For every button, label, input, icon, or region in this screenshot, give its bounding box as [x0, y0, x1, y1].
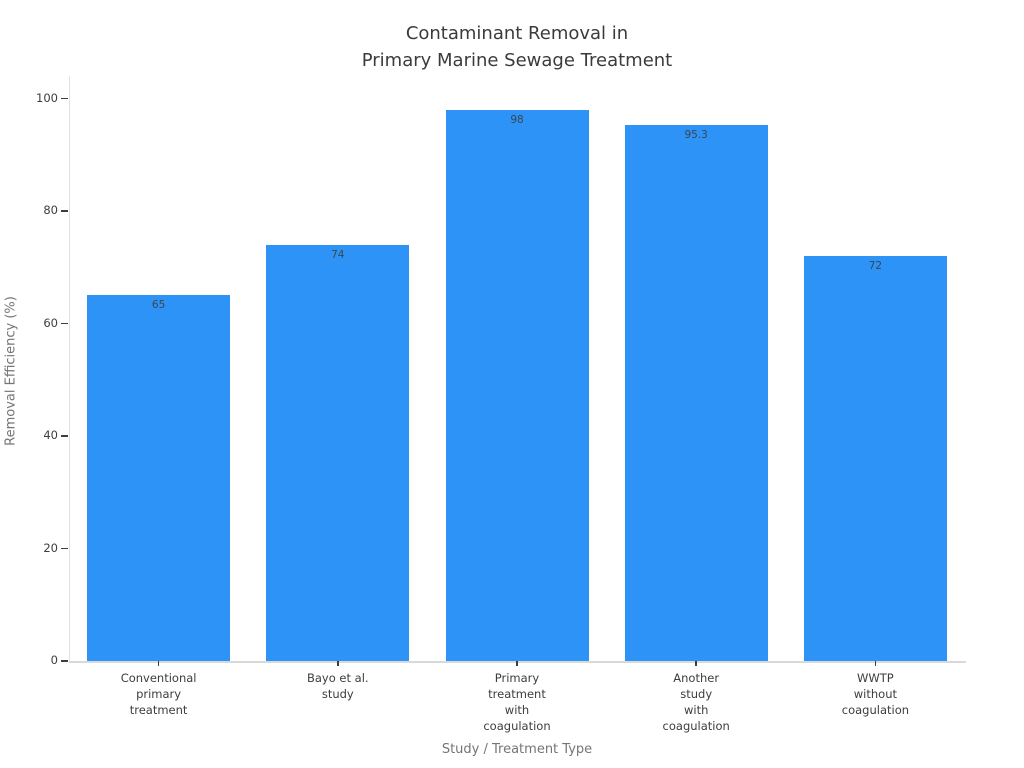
x-axis-title: Study / Treatment Type: [441, 742, 593, 757]
bar: [803, 256, 947, 661]
x-tick-mark: [337, 661, 339, 666]
bar-value-label: 95.3: [684, 128, 708, 141]
y-tick-label: 0: [50, 653, 58, 667]
bar: [445, 109, 589, 661]
x-tick-label: Conventional primary treatment: [120, 671, 197, 717]
y-tick-mark: [61, 435, 68, 437]
y-axis-line: [69, 76, 70, 662]
y-tick-label: 20: [43, 540, 58, 555]
bar-value-label: 74: [331, 248, 345, 261]
bar: [624, 124, 768, 661]
bar: [87, 295, 231, 661]
bar-value-label: 65: [151, 299, 166, 312]
bar-value-label: 72: [868, 260, 883, 272]
x-tick-mark: [157, 661, 160, 666]
y-tick-label: 100: [36, 90, 58, 105]
y-tick-label: 40: [43, 428, 58, 442]
x-tick-label: WWTP without coagulation: [841, 671, 910, 717]
x-tick-mark: [874, 661, 877, 666]
x-tick-label: Primary treatment with coagulation: [483, 671, 551, 733]
y-tick-label: 60: [43, 315, 58, 330]
y-tick-label: 80: [43, 203, 58, 217]
x-tick-mark: [516, 661, 518, 666]
y-tick-mark: [61, 210, 68, 212]
y-tick-mark: [61, 660, 68, 662]
bar: [266, 244, 410, 661]
x-tick-label: Another study with coagulation: [662, 671, 730, 733]
y-tick-mark: [61, 322, 68, 325]
y-tick-mark: [61, 547, 68, 550]
x-tick-mark: [695, 661, 697, 666]
bar-value-label: 98: [510, 113, 524, 126]
x-tick-label: Bayo et al. study: [307, 671, 369, 701]
y-tick-mark: [61, 97, 68, 100]
chart-title: Contaminant Removal in Primary Marine Se…: [361, 23, 673, 71]
